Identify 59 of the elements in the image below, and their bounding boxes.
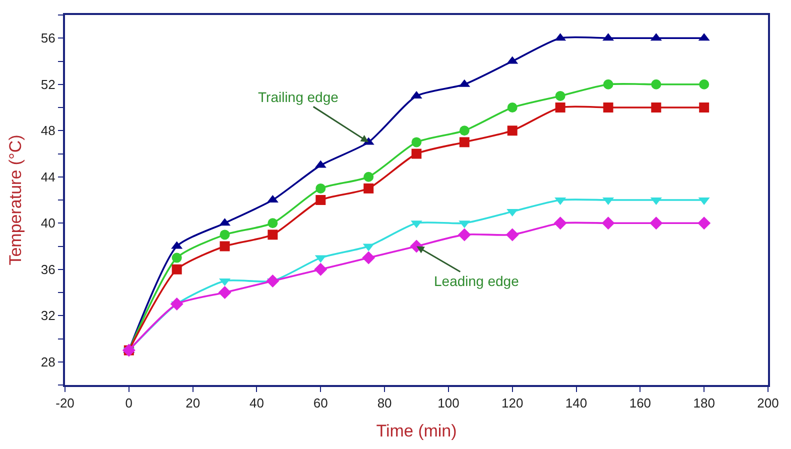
x-tick-label: 40	[249, 396, 264, 411]
point	[459, 137, 470, 148]
point	[507, 102, 518, 112]
y-tick-label: 48	[40, 123, 56, 138]
annotation: Leading edge	[434, 273, 520, 289]
x-tick-label: 120	[502, 396, 524, 411]
point	[316, 183, 326, 194]
point	[172, 264, 182, 274]
y-axis-title: Temperature (°C)	[6, 134, 25, 266]
y-tick-label: 40	[40, 216, 56, 231]
point	[266, 274, 280, 288]
point	[555, 90, 566, 101]
point	[412, 148, 422, 159]
point	[602, 216, 615, 230]
point	[458, 228, 471, 242]
point	[170, 298, 184, 311]
point	[364, 183, 374, 194]
y-tick-label: 52	[40, 76, 56, 92]
x-tick-label: 60	[313, 396, 328, 411]
x-tick-label: -20	[56, 396, 74, 411]
point	[603, 79, 614, 90]
point	[603, 102, 614, 112]
x-tick-label: 160	[629, 396, 652, 411]
point	[220, 241, 230, 252]
point	[699, 79, 710, 90]
x-axis-title: Time (min)	[376, 422, 457, 440]
x-tick-label: 0	[125, 396, 133, 411]
point	[316, 195, 326, 205]
x-tick-label: 200	[757, 396, 779, 411]
point	[268, 230, 278, 240]
point	[651, 102, 662, 112]
point	[699, 102, 710, 112]
y-tick-label: 36	[40, 262, 56, 277]
y-tick-label: 32	[40, 308, 56, 324]
point	[698, 216, 711, 230]
y-tick-label: 44	[40, 169, 56, 184]
point	[172, 252, 182, 263]
x-tick-label: 100	[438, 396, 460, 411]
point	[554, 216, 567, 230]
y-tick-label: 56	[40, 30, 56, 46]
point	[651, 79, 662, 90]
x-tick-label: 20	[186, 396, 200, 411]
point	[362, 251, 376, 264]
point	[218, 286, 232, 299]
point	[220, 230, 230, 240]
point	[412, 137, 422, 148]
x-tick-label: 80	[377, 396, 392, 411]
point	[459, 126, 470, 136]
point	[650, 216, 663, 230]
point	[555, 102, 566, 112]
y-tick-label: 28	[40, 354, 56, 370]
point	[314, 262, 328, 276]
point	[364, 172, 374, 182]
point	[506, 228, 519, 242]
x-tick-label: 180	[693, 396, 715, 411]
point	[507, 126, 518, 136]
x-tick-label: 140	[565, 396, 588, 411]
annotation: Trailing edge	[258, 89, 339, 105]
point	[268, 218, 278, 228]
